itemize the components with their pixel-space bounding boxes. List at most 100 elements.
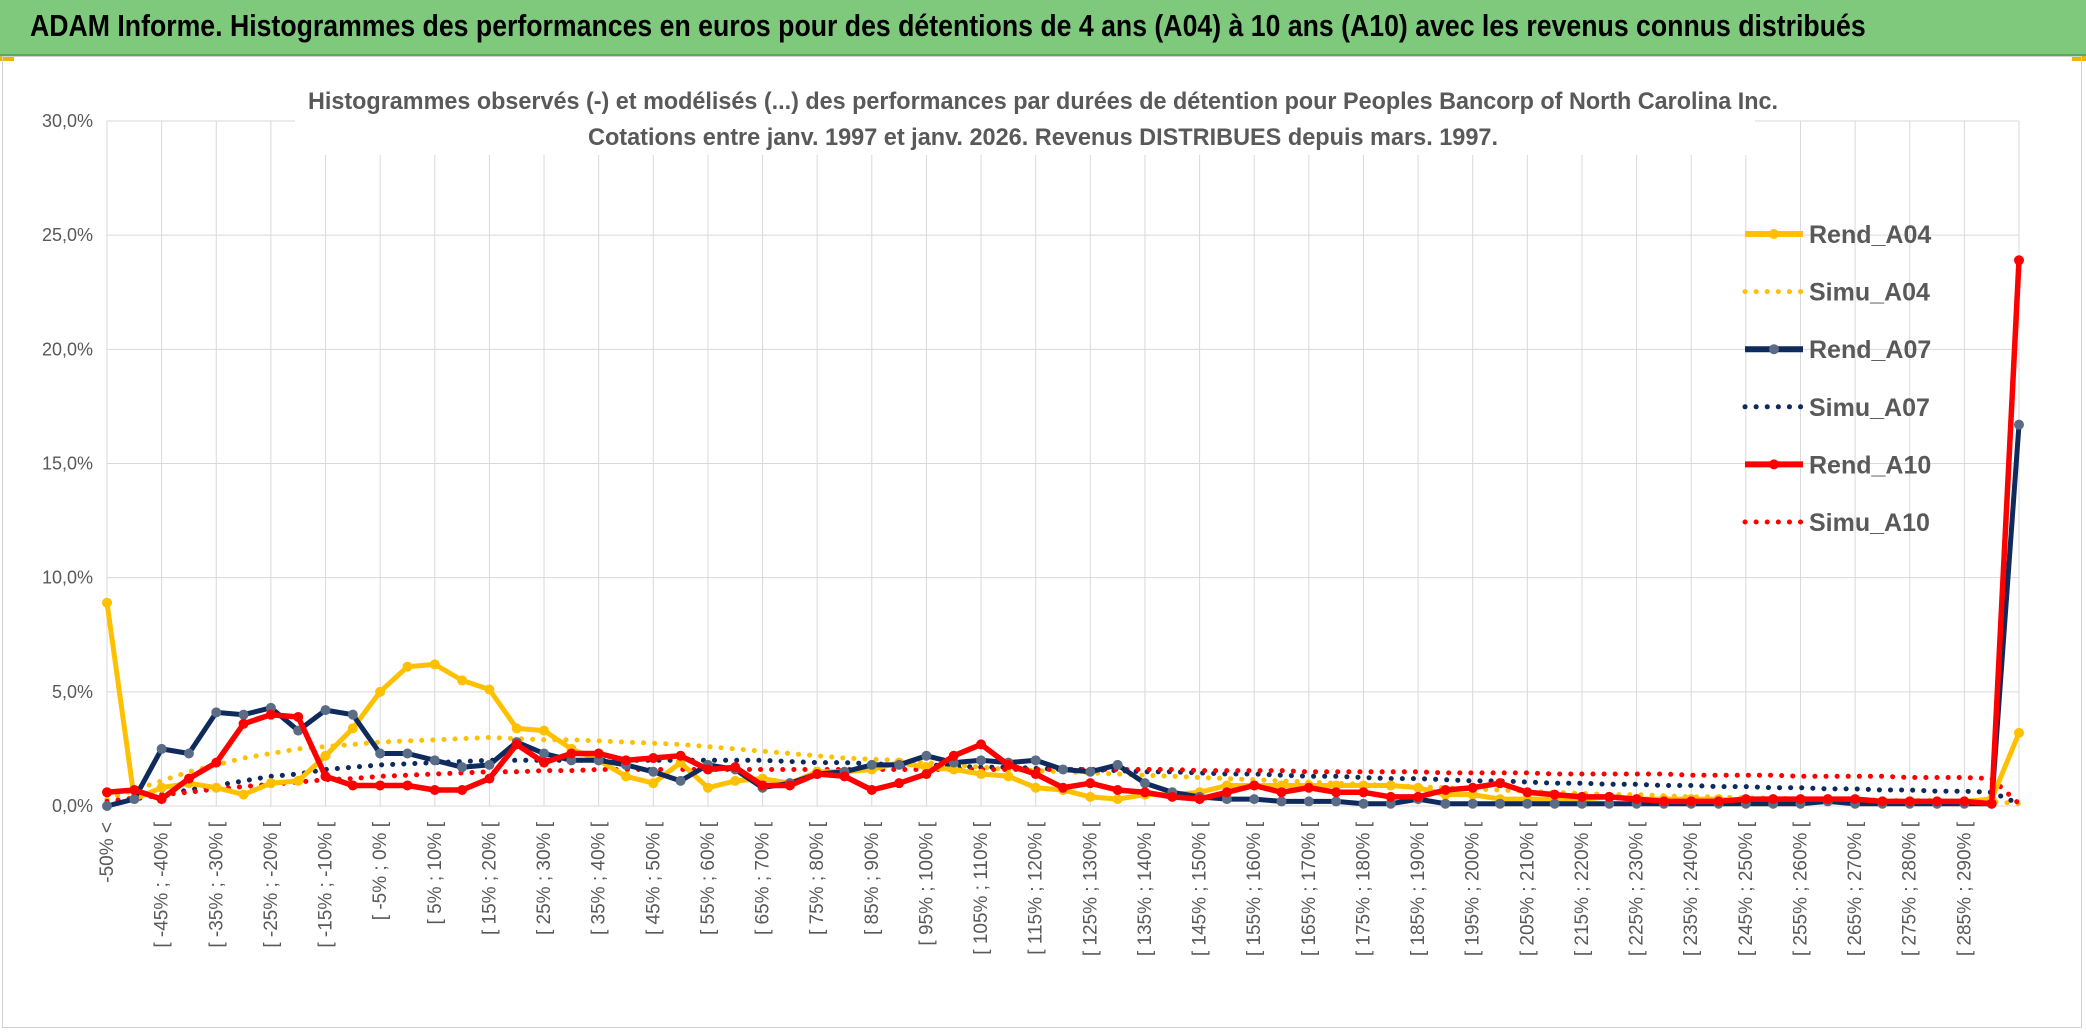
x-tick-label: [ 15% ; 20% [ xyxy=(479,821,500,935)
data-point xyxy=(648,766,659,777)
data-point xyxy=(1549,798,1560,809)
series-rend_a07 xyxy=(102,419,2024,811)
data-point xyxy=(539,748,550,759)
data-point xyxy=(429,785,440,796)
legend-item-rend_a07: Rend_A07 xyxy=(1745,336,1931,364)
data-point xyxy=(539,757,550,768)
y-tick-label: 30,0% xyxy=(42,111,93,131)
x-tick-label: [ 85% ; 90% [ xyxy=(862,821,883,935)
x-tick-label: [ 135% ; 140% [ xyxy=(1135,821,1156,956)
data-point xyxy=(265,778,276,789)
y-tick-label: 5,0% xyxy=(52,682,93,702)
data-point xyxy=(375,748,386,759)
x-tick-label: [ -45% ; -40% [ xyxy=(152,821,173,947)
data-point xyxy=(320,705,331,716)
data-point xyxy=(265,702,276,713)
data-point xyxy=(976,769,987,780)
data-point xyxy=(593,748,604,759)
data-point xyxy=(730,762,741,773)
data-point xyxy=(1877,796,1888,807)
data-point xyxy=(921,750,932,761)
data-point xyxy=(1358,798,1369,809)
legend-label: Rend_A04 xyxy=(1809,221,1931,249)
data-point xyxy=(593,755,604,766)
data-point xyxy=(1959,796,1970,807)
legend-item-rend_a04: Rend_A04 xyxy=(1745,221,1931,249)
data-point xyxy=(156,743,167,754)
data-point xyxy=(1467,782,1478,793)
legend-marker xyxy=(1769,344,1779,355)
data-point xyxy=(1030,755,1041,766)
data-point xyxy=(1795,794,1806,805)
series-simu_a07 xyxy=(104,757,2022,807)
legend-label: Simu_A10 xyxy=(1809,509,1930,537)
data-point xyxy=(1440,785,1451,796)
data-point xyxy=(1058,782,1068,793)
series-rend_a10 xyxy=(102,255,2024,809)
x-tick-label: [ 265% ; 270% [ xyxy=(1845,821,1866,956)
data-point xyxy=(1495,798,1506,809)
x-tick-label: [ 145% ; 150% [ xyxy=(1190,821,1211,956)
data-point xyxy=(320,750,331,761)
data-point xyxy=(702,764,713,775)
data-point xyxy=(1604,791,1615,802)
legend-label: Rend_A10 xyxy=(1809,451,1931,479)
title-background xyxy=(295,79,1755,155)
data-point xyxy=(1576,798,1587,809)
data-point xyxy=(2014,727,2024,738)
data-point xyxy=(866,785,877,796)
data-point xyxy=(1194,794,1205,805)
x-tick-label: [ -35% ; -30% [ xyxy=(206,821,227,947)
series-line-rend_a10 xyxy=(106,260,2022,807)
data-point xyxy=(921,769,932,780)
chart-frame: 0,0% 5,0% 10,0% 15,0% 20,0% 25,0% 30,0% Histogr… xyxy=(2,56,2082,1028)
data-point xyxy=(1904,796,1915,807)
data-point xyxy=(183,773,194,784)
x-tick-label: [ 45% ; 50% [ xyxy=(643,821,664,935)
y-tick-label: 15,0% xyxy=(42,454,93,474)
chart-subtitle: Cotations entre janv. 1997 et janv. 2026… xyxy=(588,124,1498,151)
data-point xyxy=(1986,798,1997,809)
data-point xyxy=(402,780,413,791)
data-point xyxy=(347,709,358,720)
data-point xyxy=(511,723,522,734)
gridlines xyxy=(106,120,2020,807)
series-simu_a10 xyxy=(104,767,2022,807)
data-point xyxy=(1740,794,1751,805)
data-point xyxy=(1768,794,1779,805)
x-tick-label: [ 115% ; 120% [ xyxy=(1026,821,1047,954)
data-point xyxy=(702,782,713,793)
data-point xyxy=(1413,782,1424,793)
data-point xyxy=(1495,778,1506,789)
data-point xyxy=(620,771,631,782)
data-point xyxy=(293,711,304,722)
x-tick-label: [ 35% ; 40% [ xyxy=(589,821,610,935)
x-tick-label: [ 155% ; 160% [ xyxy=(1244,821,1265,956)
data-point xyxy=(1249,794,1260,805)
y-tick-label: 25,0% xyxy=(42,225,93,245)
data-point xyxy=(566,755,577,766)
legend: Rend_A04 Simu_A04 Rend_A07 Simu_A07 Rend_A10… xyxy=(1742,221,1931,537)
data-point xyxy=(1085,791,1096,802)
data-point xyxy=(620,755,631,766)
data-point xyxy=(976,739,987,750)
data-point xyxy=(457,675,468,686)
histogram-chart: 0,0% 5,0% 10,0% 15,0% 20,0% 25,0% 30,0% Histogr… xyxy=(42,79,2024,956)
data-point xyxy=(429,659,440,670)
data-point xyxy=(566,748,577,759)
data-point xyxy=(1358,780,1369,791)
data-point xyxy=(1112,759,1123,770)
data-point xyxy=(211,757,222,768)
x-tick-label: [ -5% ; 0% [ xyxy=(370,821,391,920)
data-point xyxy=(129,794,140,805)
x-tick-label: [ 65% ; 70% [ xyxy=(753,821,774,935)
data-point xyxy=(1631,794,1642,805)
data-point xyxy=(839,771,850,782)
data-point xyxy=(402,748,413,759)
data-point xyxy=(1303,782,1314,793)
data-point xyxy=(976,755,987,766)
data-point xyxy=(293,775,304,786)
data-point xyxy=(1276,796,1287,807)
corner-mark-left xyxy=(0,56,14,61)
x-tick-label: [ 215% ; 220% [ xyxy=(1572,821,1593,956)
